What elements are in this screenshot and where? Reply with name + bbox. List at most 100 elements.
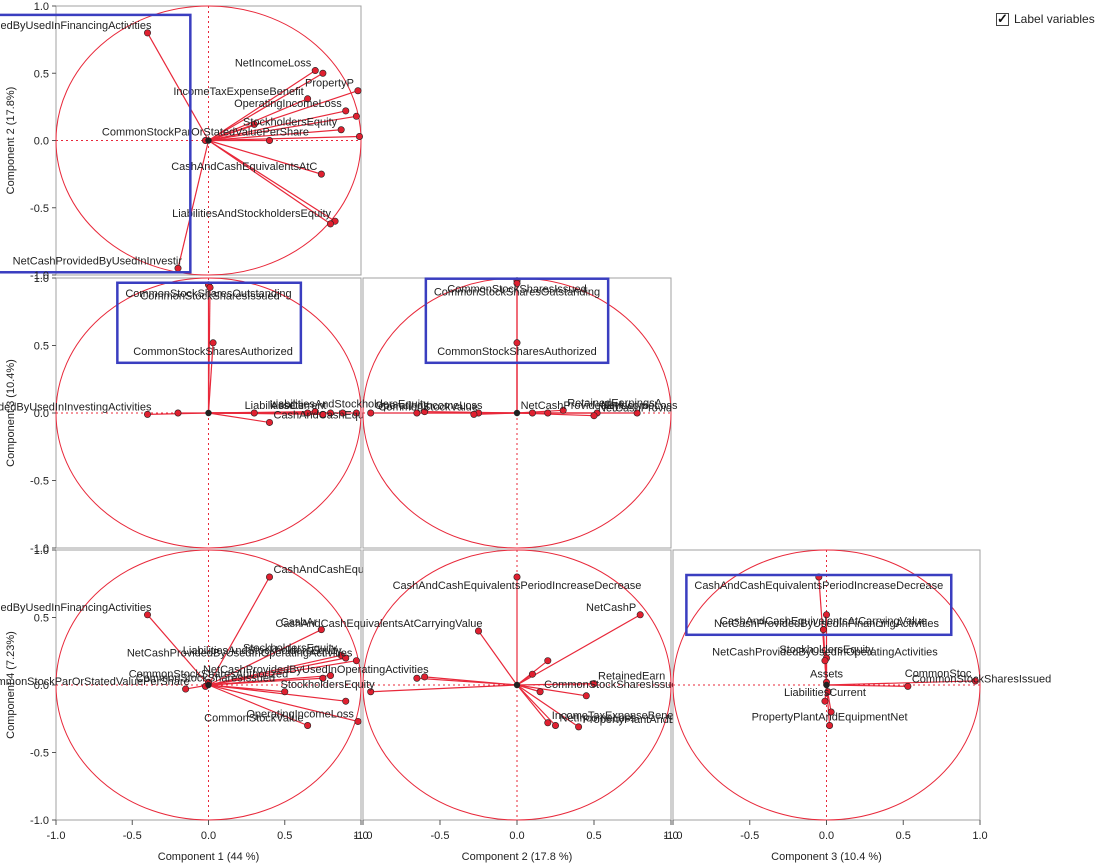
point-label: Assets <box>271 400 305 412</box>
loading-point <box>304 721 312 729</box>
point-label: StockholdersEquity <box>779 644 874 656</box>
loading-point <box>474 627 482 635</box>
point-label: CommonStockParOrStatedValuePerShare <box>0 676 190 688</box>
loading-point <box>822 611 830 619</box>
point-label: OperatingIncomeLoss <box>246 708 354 720</box>
y-tick-label: -1.0 <box>30 815 49 827</box>
point-label: CommonStoc <box>905 668 972 680</box>
y-axis-title: Component 2 (17.8%) <box>5 87 17 195</box>
y-tick-label: 0.5 <box>34 613 49 625</box>
loading-point <box>317 626 325 634</box>
loading-point <box>354 87 362 95</box>
loading-vector <box>208 110 346 142</box>
x-tick-label: -1.0 <box>664 830 683 842</box>
loading-vector <box>208 677 323 686</box>
x-tick-label: -1.0 <box>47 830 66 842</box>
origin-point <box>823 681 830 689</box>
loading-vector <box>826 680 976 686</box>
loading-vector <box>208 684 346 702</box>
loading-point <box>352 112 360 120</box>
loading-point <box>582 692 590 700</box>
point-label: CommonStockSharesIssued <box>912 673 1051 685</box>
loading-vector <box>208 412 270 424</box>
x-tick-label: 0.0 <box>819 830 834 842</box>
loading-point <box>367 688 375 696</box>
point-label: OperatingIncomeLoss <box>234 98 342 110</box>
label-variables-text: Label variables <box>1014 12 1095 26</box>
y-axis-title: Component 3 (10.4%) <box>5 359 17 467</box>
loading-point <box>528 409 536 417</box>
loading-point <box>319 69 327 77</box>
loading-point <box>421 408 429 416</box>
y-tick-label: -0.5 <box>30 748 49 760</box>
point-label: LiabilitiesAndStockholdersEquity <box>183 645 342 657</box>
y-tick-label: 0.5 <box>34 341 49 353</box>
loading-vector <box>516 684 556 726</box>
loading-point <box>281 688 289 696</box>
point-label: CommonStockSharesIssued <box>140 290 279 302</box>
loading-point <box>827 708 835 716</box>
y-tick-label: 1.0 <box>34 273 49 285</box>
origin-point <box>205 681 212 689</box>
loading-vector <box>146 32 210 141</box>
point-label: NetCashProvidedByUsedInOperatingActiviti… <box>127 648 353 660</box>
loading-vector <box>208 72 324 142</box>
loading-vector <box>147 614 209 686</box>
loading-point <box>339 409 347 417</box>
loading-point <box>342 107 350 115</box>
point-label: OperatingIncomeLoss <box>375 400 483 412</box>
point-label: IncomeTaxExpenseBenefit <box>552 710 682 722</box>
x-tick-label: -0.5 <box>123 830 142 842</box>
loading-point <box>819 626 827 634</box>
loading-point <box>826 721 834 729</box>
loading-point <box>824 688 832 696</box>
loading-vector <box>208 684 308 727</box>
loading-point <box>317 170 325 178</box>
point-label: StockholdersEquity <box>243 642 338 654</box>
x-axis-title: Component 3 (10.4 %) <box>771 851 882 863</box>
y-tick-label: -1.0 <box>30 270 49 282</box>
loading-point <box>265 573 273 581</box>
point-label: CashAndCashEquivalentsPeriodIncreaseDecr… <box>694 580 943 592</box>
y-tick-label: 1.0 <box>34 1 49 13</box>
loading-vector <box>370 684 518 693</box>
loading-vector <box>207 576 271 686</box>
x-tick-label: 0.0 <box>509 830 524 842</box>
point-label: StockholdersEquity <box>243 117 338 129</box>
origin-point <box>513 681 521 689</box>
point-label: NetCashProvidedByUsedInFinancingActiviti… <box>714 618 939 630</box>
loading-point <box>265 137 273 145</box>
checkbox-checked-icon[interactable] <box>996 11 1009 27</box>
loading-vector <box>207 342 214 414</box>
loading-point <box>413 674 421 682</box>
loading-point <box>337 126 345 134</box>
loading-vector <box>208 135 360 142</box>
point-label: RetainedEarn <box>598 671 665 683</box>
loading-vector <box>208 139 336 222</box>
y-tick-label: -0.5 <box>30 203 49 215</box>
loading-point <box>174 409 182 417</box>
loading-point <box>326 409 334 417</box>
loading-point <box>311 67 319 75</box>
point-label: CommonStockSharesOutstanding <box>125 288 291 300</box>
loading-point <box>250 409 258 417</box>
loading-vector <box>416 677 518 686</box>
point-label: NetCashProvidedByUsedInInvestir <box>13 255 183 267</box>
loading-point <box>319 410 327 418</box>
loading-point <box>265 418 273 426</box>
loading-vector <box>516 683 595 686</box>
loading-point <box>971 677 979 685</box>
y-tick-label: 0.0 <box>34 136 49 148</box>
point-label: CommonStockSharesIssued <box>544 679 683 691</box>
point-label: CashAndCashEquivalentsPeriodIncreaseDecr… <box>393 580 642 592</box>
loading-point <box>544 657 552 665</box>
highlight-box <box>116 281 303 365</box>
loading-point <box>413 409 421 417</box>
loading-point <box>590 680 598 688</box>
point-label: CommonStockSharesAuthorized <box>133 346 293 358</box>
loading-vector <box>208 70 316 142</box>
point-label: LiabilitiesCurrent <box>784 687 866 699</box>
y-tick-label: -0.5 <box>30 476 49 488</box>
label-variables-toggle[interactable]: Label variables <box>996 11 1095 27</box>
